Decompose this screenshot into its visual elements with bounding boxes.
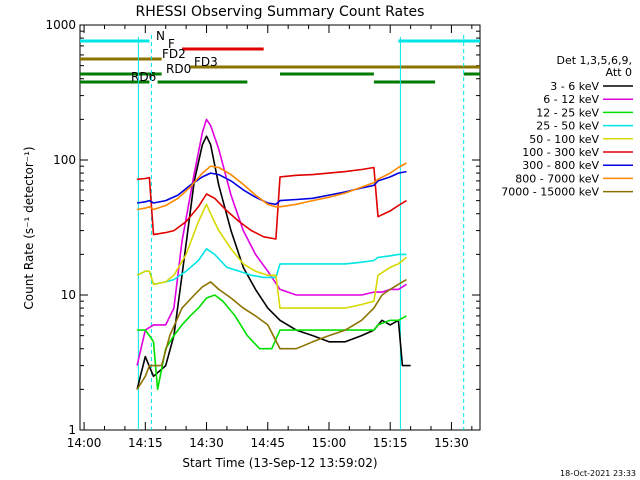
x-tick-label: 15:00: [312, 436, 347, 450]
series-line-3-6-kev: [136, 135, 411, 390]
attenuator-lines: [137, 35, 465, 430]
y-tick-label: 1000: [45, 18, 76, 32]
legend-label: 25 - 50 keV: [536, 120, 599, 133]
series-line-12-25-kev: [137, 294, 407, 391]
x-tick-label: 15:30: [434, 436, 469, 450]
footer-date: 18-Oct-2021 23:33: [560, 469, 636, 478]
x-axis-label: Start Time (13-Sep-12 13:59:02): [182, 456, 377, 470]
flag-label-rd6: RD6: [131, 70, 156, 84]
series-line-6-12-kev: [136, 118, 407, 366]
x-tick-label: 14:00: [67, 436, 102, 450]
y-axis-label: Count Rate (s⁻¹ detector⁻¹): [22, 146, 36, 309]
y-tick-label: 10: [61, 288, 76, 302]
legend-label: 7000 - 15000 keV: [501, 186, 599, 199]
legend-label: 300 - 800 keV: [522, 159, 599, 172]
x-tick-label: 14:45: [250, 436, 285, 450]
plot-border: [79, 24, 481, 431]
x-tick-label: 14:15: [128, 436, 163, 450]
legend-label: 6 - 12 keV: [543, 93, 599, 106]
series-group: [136, 118, 411, 391]
y-tick-label: 100: [53, 153, 76, 167]
series-line-100-300-kev: [137, 166, 407, 240]
chart-title: RHESSI Observing Summary Count Rates: [136, 4, 425, 20]
legend-header: Att 0: [606, 66, 632, 79]
legend-label: 100 - 300 keV: [522, 146, 599, 159]
series-line-50-100-kev: [136, 203, 408, 309]
series-line-800-7000-kev: [136, 162, 407, 211]
legend-label: 12 - 25 keV: [536, 106, 599, 119]
x-axis: 14:00 14:15 14:30 14:45 15:00 15:15 15:30: [67, 25, 473, 450]
legend-header: Det 1,3,5,6,9,: [556, 54, 632, 67]
flag-label-rd0: RD0: [166, 62, 191, 76]
flag-label-n: N: [156, 29, 165, 43]
flag-label-fd2: FD2: [162, 47, 186, 61]
y-axis: 1 10 100 1000: [45, 18, 480, 437]
legend-label: 50 - 100 keV: [529, 133, 599, 146]
flag-label-fd3: FD3: [194, 55, 218, 69]
legend-label: 800 - 7000 keV: [515, 172, 599, 185]
series-line-7000-15000-kev: [136, 278, 407, 390]
x-tick-label: 14:30: [189, 436, 224, 450]
plot-area: [79, 24, 481, 431]
flag-label-f: F: [168, 37, 175, 51]
y-tick-label: 1: [68, 423, 76, 437]
legend-label: 3 - 6 keV: [550, 80, 599, 93]
x-tick-label: 15:15: [373, 436, 408, 450]
